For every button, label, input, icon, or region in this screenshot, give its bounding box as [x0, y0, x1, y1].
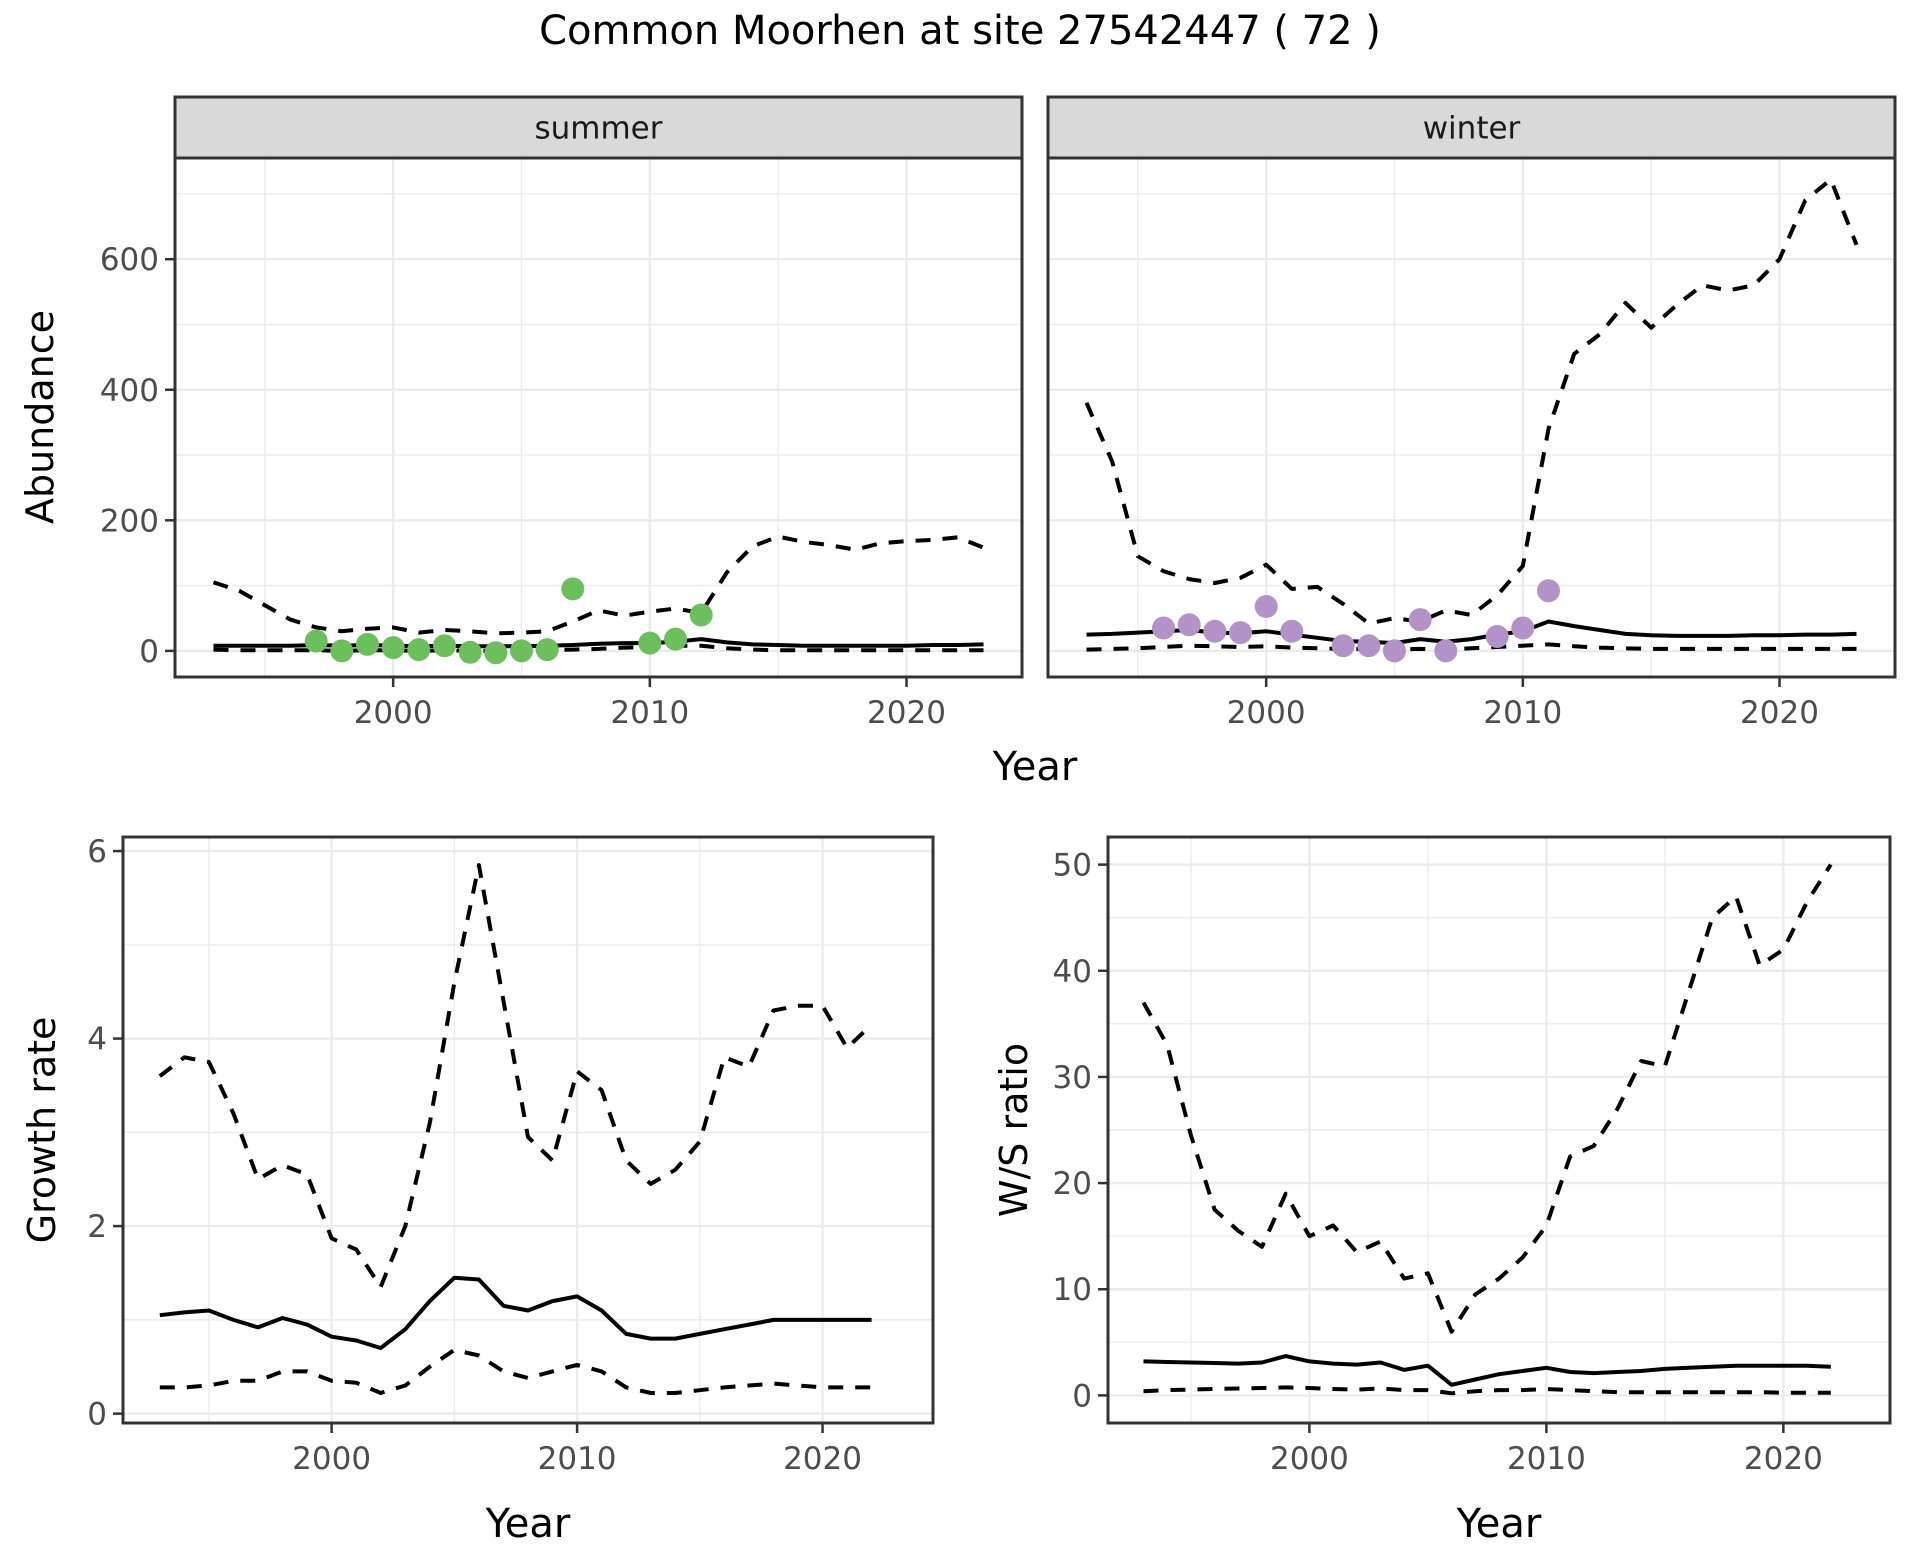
- x-tick-label: 2020: [867, 695, 946, 731]
- panel-border: [1046, 156, 1897, 679]
- series-lower_ci-dashed-line: [1143, 1385, 1831, 1396]
- y-tick-label: 6: [87, 834, 107, 870]
- x-tick-label: 2010: [610, 695, 689, 731]
- series-lower_ci-dashed-line: [213, 643, 984, 653]
- series-mean-solid-line: [213, 637, 984, 649]
- series-lower_ci-dashed-line: [159, 1347, 872, 1395]
- series-upper_ci-dashed-line: [158, 863, 873, 1289]
- y-axis-title-abundance: Abundance: [18, 309, 62, 525]
- facet-strip: [173, 95, 1024, 160]
- observed-summer-counts: [433, 634, 456, 658]
- observed-winter-counts: [1383, 639, 1406, 663]
- series-upper_ci-dashed-line: [1084, 177, 1859, 626]
- y-tick-label: 2: [87, 1209, 107, 1245]
- observed-summer-counts: [484, 641, 508, 665]
- x-tick-label: 2020: [783, 1441, 862, 1477]
- observed-winter-counts: [1434, 639, 1458, 663]
- y-tick-label: 400: [100, 373, 159, 409]
- x-tick-label: 2000: [1227, 695, 1306, 731]
- panel-ws_ratio: 2000 2010 2020 0 10 20 30 40 50: [1053, 835, 1892, 1477]
- series-upper_ci-dashed-line: [1141, 863, 1833, 1334]
- observed-winter-counts: [1229, 621, 1252, 645]
- x-tick-label: 2000: [1270, 1441, 1349, 1477]
- observed-winter-counts: [1408, 608, 1432, 632]
- observed-summer-counts: [535, 638, 559, 662]
- observed-winter-counts: [1511, 616, 1535, 640]
- y-tick-label: 0: [1072, 1378, 1092, 1414]
- x-tick-label: 2020: [1744, 1441, 1823, 1477]
- x-axis-title-top: Year: [992, 744, 1078, 790]
- x-tick-label: 2010: [1483, 695, 1562, 731]
- series-upper_ci-dashed-line: [212, 534, 985, 636]
- observed-summer-counts: [664, 627, 687, 651]
- y-tick-label: 0: [87, 1397, 107, 1433]
- x-tick-label: 2010: [538, 1441, 617, 1477]
- observed-winter-counts: [1485, 625, 1509, 648]
- observed-summer-counts: [330, 639, 354, 663]
- observed-summer-counts: [356, 632, 379, 656]
- observed-summer-counts: [689, 603, 713, 627]
- x-tick-label: 2010: [1507, 1441, 1586, 1477]
- series-mean-solid-line: [159, 1275, 872, 1350]
- x-axis-title-growth-rate: Year: [485, 1501, 571, 1547]
- y-tick-label: 4: [87, 1022, 107, 1058]
- observed-summer-counts: [304, 629, 328, 653]
- y-tick-label: 50: [1053, 848, 1092, 884]
- observed-summer-counts: [638, 631, 662, 655]
- panel-border: [121, 835, 935, 1425]
- panel-border: [173, 156, 1024, 679]
- panel-border: [1106, 835, 1892, 1425]
- y-tick-label: 40: [1053, 954, 1092, 990]
- panel-abundance_summer: 2000 2010 2020 0 200 400 600 summer: [100, 95, 1024, 731]
- observed-winter-counts: [1177, 613, 1201, 637]
- y-tick-label: 30: [1053, 1060, 1092, 1096]
- x-axis-title-ws-ratio: Year: [1456, 1501, 1542, 1547]
- observed-summer-counts: [510, 639, 533, 663]
- observed-summer-counts: [381, 636, 405, 660]
- observed-summer-counts: [407, 638, 431, 662]
- facet-strip: [1046, 95, 1897, 160]
- panel-growth_rate: 2000 2010 2020 0 2 4 6: [87, 834, 935, 1477]
- facet-strip-label: winter: [1423, 111, 1521, 147]
- observed-winter-counts: [1331, 634, 1355, 658]
- observed-summer-counts: [458, 640, 482, 664]
- observed-winter-counts: [1357, 634, 1381, 658]
- series-mean-solid-line: [1143, 1354, 1831, 1387]
- y-tick-label: 200: [100, 503, 159, 539]
- observed-winter-counts: [1254, 595, 1278, 618]
- y-axis-title-ws-ratio: W/S ratio: [992, 1042, 1036, 1218]
- observed-winter-counts: [1280, 619, 1304, 643]
- chart-title: Common Moorhen at site 27542447 ( 72 ): [539, 8, 1381, 54]
- y-tick-label: 10: [1053, 1272, 1092, 1308]
- y-axis-title-growth-rate: Growth rate: [20, 1016, 64, 1244]
- series-mean-solid-line: [1086, 619, 1857, 646]
- observed-summer-counts: [561, 577, 585, 601]
- observed-winter-counts: [1152, 616, 1175, 640]
- y-tick-label: 600: [100, 242, 159, 278]
- observed-winter-counts: [1537, 579, 1560, 603]
- panel-abundance_winter: 2000 2010 2020 winter: [1046, 95, 1897, 731]
- y-tick-label: 0: [139, 634, 159, 670]
- series-lower_ci-dashed-line: [1086, 642, 1857, 652]
- y-tick-label: 20: [1053, 1166, 1092, 1202]
- x-tick-label: 2020: [1740, 695, 1819, 731]
- x-tick-label: 2000: [292, 1441, 371, 1477]
- x-tick-label: 2000: [354, 695, 433, 731]
- facet-strip-label: summer: [534, 111, 662, 147]
- observed-winter-counts: [1203, 619, 1227, 643]
